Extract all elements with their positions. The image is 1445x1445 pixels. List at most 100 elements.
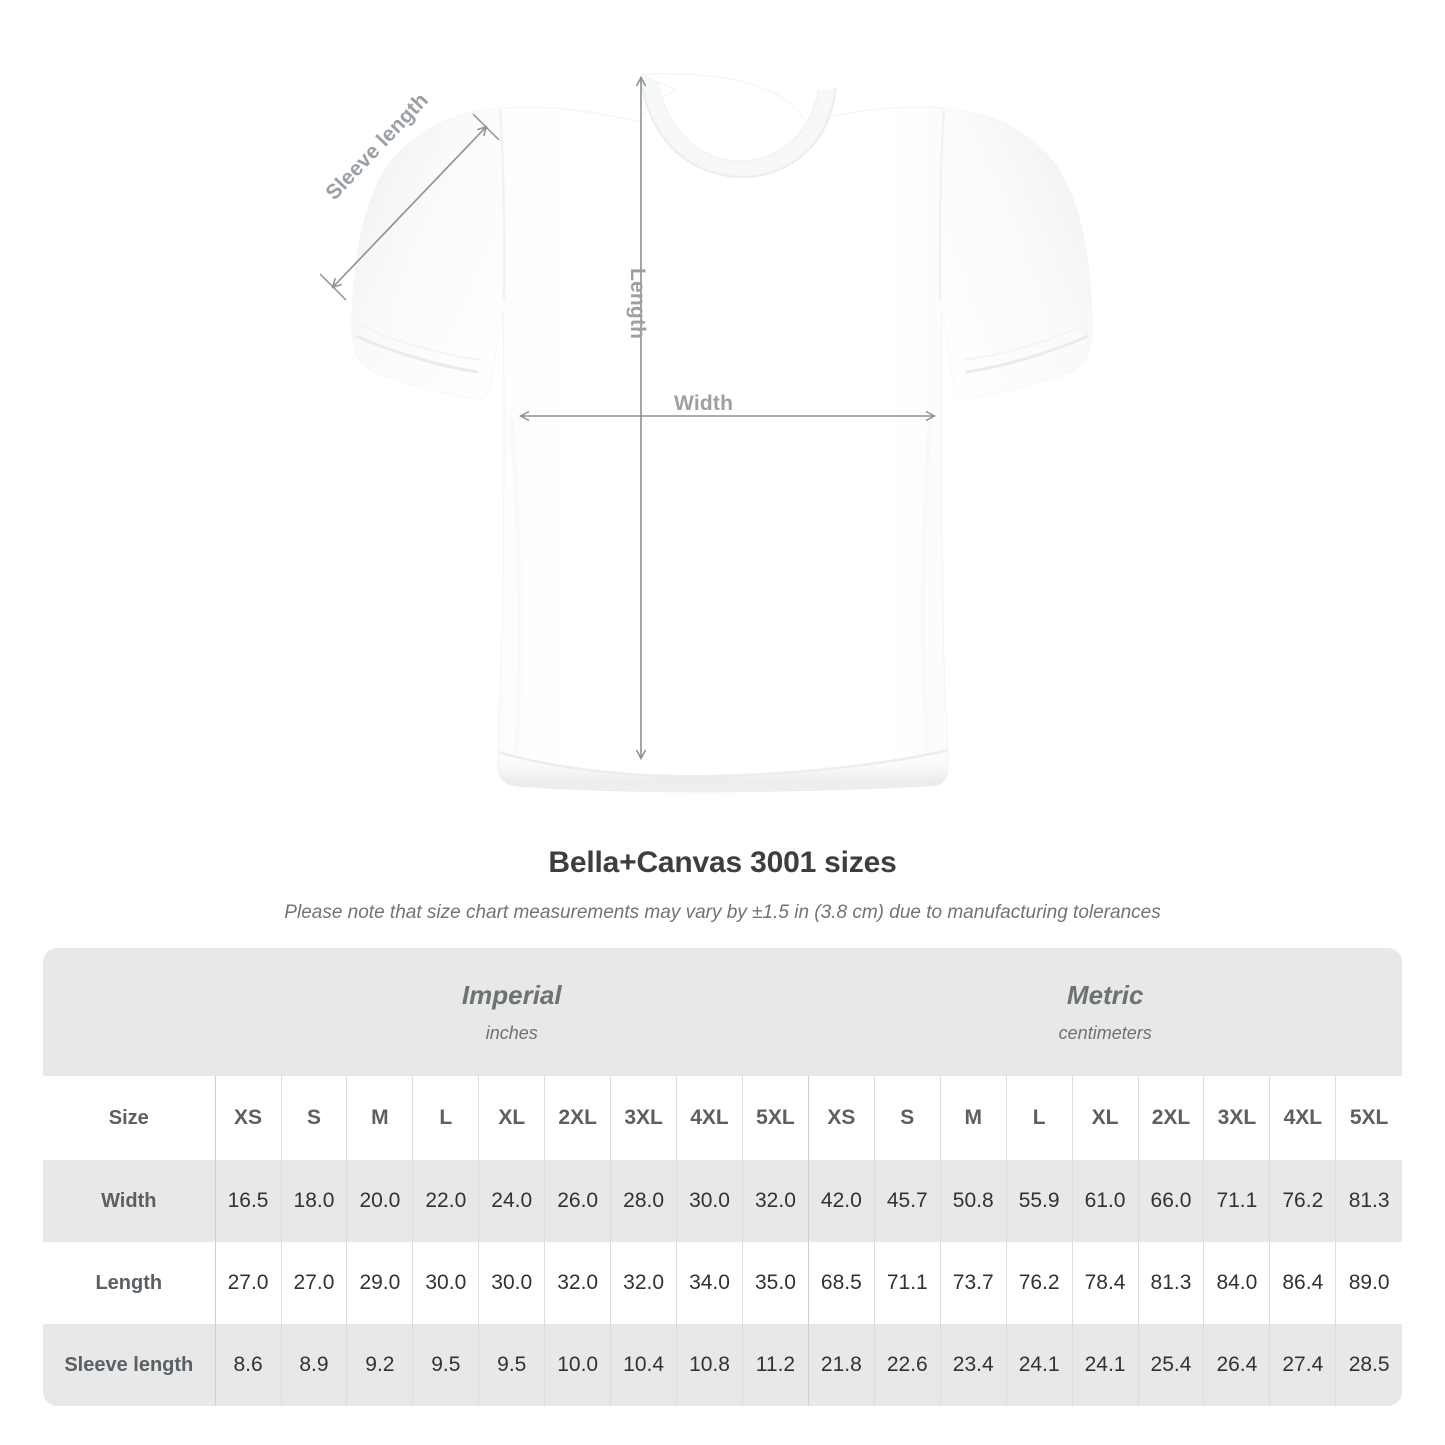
sleeve-cuff-right — [965, 334, 1089, 374]
unit-subtitle: centimeters — [1058, 1023, 1152, 1043]
cell-length-metric-2xl: 81.3 — [1137, 1242, 1204, 1324]
cell-sleeve-length-metric-m: 23.4 — [939, 1324, 1007, 1406]
cell-length-imperial-m: 29.0 — [346, 1242, 413, 1324]
tshirt-illustration — [351, 73, 1093, 793]
cell-sleeve-length-metric-s: 22.6 — [873, 1324, 941, 1406]
cell-width-imperial-xs: 16.5 — [214, 1160, 282, 1242]
size-header-5xl-imperial: 5XL — [741, 1076, 809, 1160]
size-chart-table: Imperial inches Metric centimeters Size XS S M L… — [43, 948, 1402, 1406]
size-header-2xl-metric: 2XL — [1137, 1076, 1204, 1160]
cell-sleeve-length-metric-5xl: 28.5 — [1335, 1324, 1402, 1406]
size-header-s-metric: S — [873, 1076, 941, 1160]
collar-band-fill — [641, 76, 835, 177]
cell-length-metric-l: 76.2 — [1005, 1242, 1073, 1324]
title-block: Bella+Canvas 3001 sizes Please note that… — [0, 846, 1445, 924]
cell-length-imperial-s: 27.0 — [280, 1242, 347, 1324]
cell-length-imperial-2xl: 32.0 — [544, 1242, 611, 1324]
width-label: Width — [674, 392, 734, 415]
cell-width-metric-5xl: 81.3 — [1335, 1160, 1402, 1242]
cell-width-imperial-5xl: 32.0 — [741, 1160, 809, 1242]
row-label-width: Width — [43, 1160, 216, 1242]
cell-width-imperial-2xl: 26.0 — [544, 1160, 611, 1242]
cell-sleeve-length-imperial-m: 9.2 — [346, 1324, 413, 1406]
size-header-xl-imperial: XL — [478, 1076, 545, 1160]
cell-width-metric-s: 45.7 — [873, 1160, 941, 1242]
cell-sleeve-length-imperial-2xl: 10.0 — [544, 1324, 611, 1406]
cell-sleeve-length-metric-4xl: 27.4 — [1269, 1324, 1336, 1406]
shoulder-seam-right — [938, 109, 946, 301]
row-label-header: Size — [43, 1076, 216, 1160]
size-header-s-imperial: S — [280, 1076, 347, 1160]
cell-width-imperial-4xl: 30.0 — [676, 1160, 743, 1242]
shoulder-seam-left — [498, 109, 506, 301]
cell-width-imperial-xl: 24.0 — [478, 1160, 545, 1242]
cell-sleeve-length-imperial-xs: 8.6 — [214, 1324, 282, 1406]
size-header-3xl-metric: 3XL — [1203, 1076, 1270, 1160]
unit-row-spacer — [43, 948, 216, 1076]
cell-sleeve-length-metric-xs: 21.8 — [807, 1324, 875, 1406]
cell-length-imperial-4xl: 34.0 — [676, 1242, 743, 1324]
unit-subtitle: inches — [485, 1023, 538, 1043]
unit-group-metric: Metric centimeters — [808, 948, 1402, 1076]
cell-sleeve-length-metric-3xl: 26.4 — [1203, 1324, 1270, 1406]
size-header-row: Size XS S M L XL 2XL 3XL 4XL 5XL XS S M L XL 2XL 3XL 4XL 5… — [43, 1076, 1402, 1160]
size-header-l-imperial: L — [412, 1076, 479, 1160]
cell-width-metric-xs: 42.0 — [807, 1160, 875, 1242]
size-header-xs-imperial: XS — [214, 1076, 282, 1160]
unit-group-imperial: Imperial inches — [215, 948, 809, 1076]
cell-length-metric-s: 71.1 — [873, 1242, 941, 1324]
row-label-length: Length — [43, 1242, 216, 1324]
cell-sleeve-length-imperial-3xl: 10.4 — [610, 1324, 677, 1406]
tshirt-measurement-diagram: Sleeve length Length Width — [319, 73, 1093, 793]
cell-width-metric-m: 50.8 — [939, 1160, 1007, 1242]
cell-sleeve-length-imperial-xl: 9.5 — [478, 1324, 545, 1406]
cell-length-imperial-3xl: 32.0 — [610, 1242, 677, 1324]
cell-width-imperial-m: 20.0 — [346, 1160, 413, 1242]
cell-length-imperial-xl: 30.0 — [478, 1242, 545, 1324]
size-header-4xl-metric: 4XL — [1269, 1076, 1336, 1160]
cell-sleeve-length-metric-2xl: 25.4 — [1137, 1324, 1204, 1406]
cell-width-imperial-3xl: 28.0 — [610, 1160, 677, 1242]
row-label-sleeve-length: Sleeve length — [43, 1324, 216, 1406]
table-row: Width 16.5 18.0 20.0 22.0 24.0 26.0 28.0 30.0 32.… — [43, 1160, 1402, 1242]
length-label: Length — [626, 268, 649, 340]
cell-sleeve-length-imperial-s: 8.9 — [280, 1324, 347, 1406]
size-header-4xl-imperial: 4XL — [676, 1076, 743, 1160]
table-row: Sleeve length 8.6 8.9 9.2 9.5 9.5 10.0 10.4 10.8… — [43, 1324, 1402, 1406]
cell-length-metric-m: 73.7 — [939, 1242, 1007, 1324]
cell-length-metric-5xl: 89.0 — [1335, 1242, 1402, 1324]
cell-width-metric-3xl: 71.1 — [1203, 1160, 1270, 1242]
cell-length-imperial-5xl: 35.0 — [741, 1242, 809, 1324]
size-header-l-metric: L — [1005, 1076, 1073, 1160]
sleeve-arrow — [333, 127, 486, 287]
sleeve-tick-top — [472, 113, 500, 141]
table-row: Length 27.0 27.0 29.0 30.0 30.0 32.0 32.0 34.0 35… — [43, 1242, 1402, 1324]
cell-width-imperial-s: 18.0 — [280, 1160, 347, 1242]
size-header-5xl-metric: 5XL — [1335, 1076, 1402, 1160]
cell-length-imperial-xs: 27.0 — [214, 1242, 282, 1324]
cell-sleeve-length-metric-xl: 24.1 — [1071, 1324, 1139, 1406]
cell-length-metric-xl: 78.4 — [1071, 1242, 1139, 1324]
cell-width-metric-4xl: 76.2 — [1269, 1160, 1336, 1242]
cell-sleeve-length-imperial-l: 9.5 — [412, 1324, 479, 1406]
cell-sleeve-length-imperial-4xl: 10.8 — [676, 1324, 743, 1406]
tshirt-sleeve-right — [939, 108, 1093, 399]
size-header-2xl-imperial: 2XL — [544, 1076, 611, 1160]
bottom-hem — [498, 750, 948, 792]
unit-name: Imperial — [461, 980, 562, 1010]
cell-sleeve-length-imperial-5xl: 11.2 — [741, 1324, 809, 1406]
cell-width-metric-l: 55.9 — [1005, 1160, 1073, 1242]
cell-width-metric-xl: 61.0 — [1071, 1160, 1139, 1242]
size-header-xl-metric: XL — [1071, 1076, 1139, 1160]
cell-sleeve-length-metric-l: 24.1 — [1005, 1324, 1073, 1406]
unit-name: Metric — [1066, 980, 1144, 1010]
chart-title: Bella+Canvas 3001 sizes — [548, 846, 897, 879]
size-header-xs-metric: XS — [807, 1076, 875, 1160]
size-header-m-metric: M — [939, 1076, 1007, 1160]
sleeve-tick-bottom — [319, 273, 347, 301]
chart-note: Please note that size chart measurements… — [284, 902, 1161, 923]
cell-width-metric-2xl: 66.0 — [1137, 1160, 1204, 1242]
sleeve-cuff-left — [355, 334, 479, 374]
cell-width-imperial-l: 22.0 — [412, 1160, 479, 1242]
